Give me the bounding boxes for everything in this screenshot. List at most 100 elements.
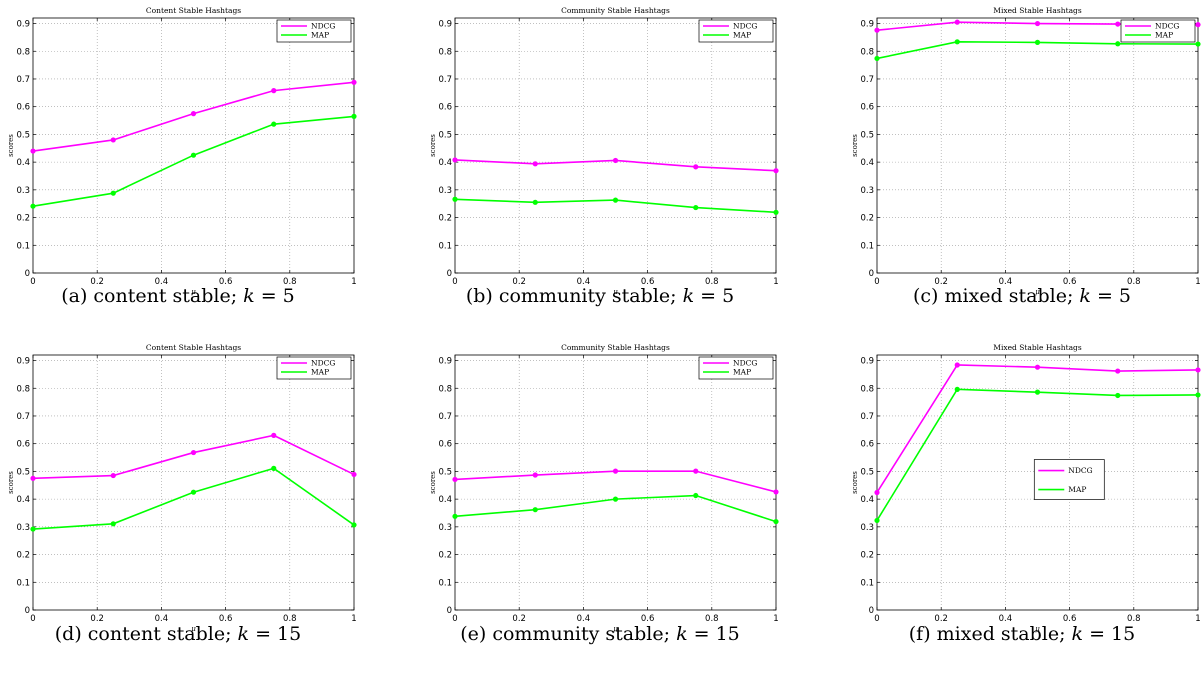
- chart-title: Content Stable Hashtags: [146, 343, 241, 352]
- x-tick-label: 1: [351, 277, 356, 287]
- caption-label: (b) community stable;: [466, 285, 683, 307]
- series-line-map: [876, 388, 1199, 521]
- series-ndcg: [452, 157, 779, 174]
- data-point-map: [954, 39, 960, 45]
- caption-label: (f) mixed stable;: [909, 623, 1072, 645]
- x-tick-label: 0.8: [705, 614, 719, 624]
- y-tick-label: 0.8: [16, 384, 30, 394]
- data-point-ndcg: [1034, 364, 1041, 370]
- y-axis-label: scores: [851, 471, 859, 494]
- legend-label-map: MAP: [311, 368, 329, 377]
- subfigure-caption: (a) content stable; k = 5: [61, 285, 295, 307]
- data-point-map: [1195, 392, 1201, 398]
- data-point-ndcg: [110, 472, 116, 479]
- y-tick-label: 0.2: [860, 214, 874, 224]
- y-tick-label: 0: [869, 606, 874, 616]
- series-line-map: [32, 115, 355, 207]
- data-point-map: [351, 113, 357, 119]
- data-point-map: [351, 522, 357, 528]
- caption-label: (d) content stable;: [55, 623, 238, 645]
- y-tick-label: 0.5: [438, 130, 452, 140]
- y-tick-label: 0: [869, 269, 874, 279]
- y-tick-label: 0.6: [860, 440, 874, 450]
- chart-title: Mixed Stable Hashtags: [993, 343, 1082, 352]
- x-tick-label: 0.8: [1127, 614, 1141, 624]
- caption-value: = 5: [1091, 285, 1131, 307]
- caption-value: = 15: [249, 623, 301, 645]
- x-axis-label: μ: [613, 625, 618, 633]
- data-point-ndcg: [1115, 368, 1121, 374]
- data-point-map: [1115, 392, 1121, 399]
- data-point-ndcg: [773, 168, 779, 174]
- y-axis-label: scores: [7, 134, 15, 157]
- series-ndcg: [874, 362, 1201, 496]
- data-point-ndcg: [110, 137, 116, 143]
- x-tick-label: 0.2: [512, 614, 526, 624]
- subfigure-caption: (e) community stable; k = 15: [460, 623, 740, 645]
- x-tick-label: 0.4: [155, 614, 169, 624]
- data-point-ndcg: [954, 19, 960, 25]
- chart-panel-2: Community Stable Hashtags 0 0.2 0.4 0.6 0.8 1 0…: [429, 6, 779, 307]
- x-tick-label: 0.4: [577, 614, 591, 624]
- y-tick-label: 0.2: [16, 214, 30, 224]
- legend-label-ndcg: NDCG: [733, 22, 757, 31]
- y-tick-label: 0.6: [860, 103, 874, 113]
- y-tick-label: 0.8: [16, 47, 30, 57]
- y-axis-label: scores: [7, 471, 15, 494]
- series-ndcg: [30, 432, 357, 481]
- y-tick-label: 0.1: [438, 578, 452, 588]
- data-point-map: [1034, 39, 1041, 45]
- x-axis-label: μ: [1035, 288, 1040, 296]
- y-tick-label: 0.4: [860, 158, 874, 168]
- data-point-map: [452, 196, 458, 202]
- caption-label: (a) content stable;: [61, 285, 243, 307]
- y-tick-label: 0.3: [16, 186, 30, 196]
- caption-variable: k: [238, 623, 250, 645]
- plot-frame: [454, 17, 777, 274]
- data-point-ndcg: [954, 362, 960, 368]
- x-tick-label: 0.2: [934, 277, 948, 287]
- grid-lines: [877, 355, 1198, 610]
- data-point-map: [773, 209, 779, 215]
- y-tick-label: 0.4: [16, 495, 30, 505]
- data-point-map: [110, 521, 116, 527]
- y-tick-label: 0.7: [438, 75, 452, 85]
- series-line-ndcg: [32, 81, 355, 152]
- data-point-ndcg: [1034, 20, 1041, 27]
- data-point-ndcg: [271, 88, 277, 94]
- data-point-map: [1034, 389, 1041, 395]
- caption-value: = 15: [1083, 623, 1135, 645]
- x-tick-label: 0: [30, 277, 35, 287]
- data-point-map: [190, 489, 197, 495]
- series-map: [874, 386, 1201, 524]
- data-point-ndcg: [693, 164, 699, 170]
- series-ndcg: [452, 468, 779, 495]
- x-tick-label: 0.4: [577, 277, 591, 287]
- x-axis-label: μ: [1035, 625, 1040, 633]
- y-tick-label: 0.2: [438, 214, 452, 224]
- x-tick-label: 0.8: [283, 277, 297, 287]
- y-tick-label: 0.9: [438, 357, 452, 367]
- y-tick-label: 0.5: [438, 467, 452, 477]
- x-tick-label: 1: [773, 277, 778, 287]
- x-tick-label: 0.8: [705, 277, 719, 287]
- data-point-map: [773, 518, 779, 525]
- x-tick-label: 0: [452, 277, 457, 287]
- y-tick-label: 0.9: [16, 357, 30, 367]
- chart-panel-1: Content Stable Hashtags 0 0.2 0.4 0.6 0.8 1 0 0.…: [7, 6, 357, 307]
- y-tick-label: 0.3: [16, 523, 30, 533]
- y-tick-label: 0: [25, 269, 30, 279]
- data-point-ndcg: [351, 471, 357, 478]
- data-point-map: [612, 197, 619, 203]
- legend-label-map: MAP: [733, 31, 751, 40]
- subfigure-caption: (f) mixed stable; k = 15: [909, 623, 1136, 645]
- data-point-ndcg: [190, 111, 197, 117]
- y-tick-label: 0.4: [438, 158, 452, 168]
- y-tick-label: 0.9: [438, 20, 452, 30]
- x-tick-label: 0.6: [219, 614, 233, 624]
- y-tick-label: 0.8: [860, 47, 874, 57]
- y-tick-label: 0.6: [16, 440, 30, 450]
- y-tick-label: 0.4: [860, 495, 874, 505]
- grid-lines: [33, 355, 354, 610]
